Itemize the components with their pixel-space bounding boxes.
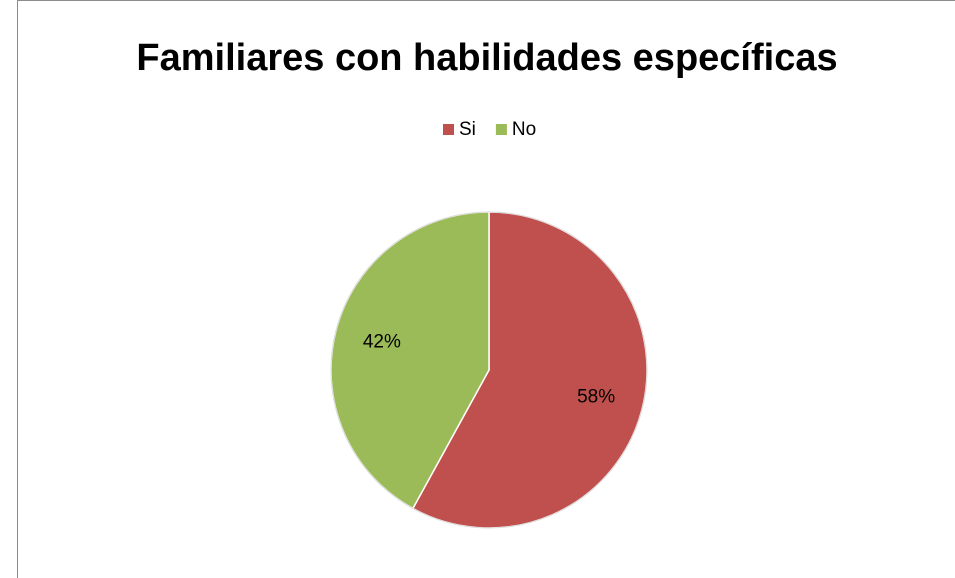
data-label: 42%	[363, 332, 401, 353]
chart-title: Familiares con habilidades específicas	[136, 37, 837, 79]
data-label: 58%	[577, 387, 615, 408]
legend-label: Si	[459, 119, 476, 140]
legend-swatch	[443, 124, 454, 135]
legend-swatch	[495, 124, 507, 135]
pie-outline	[330, 211, 648, 529]
legend-label: No	[512, 119, 536, 140]
